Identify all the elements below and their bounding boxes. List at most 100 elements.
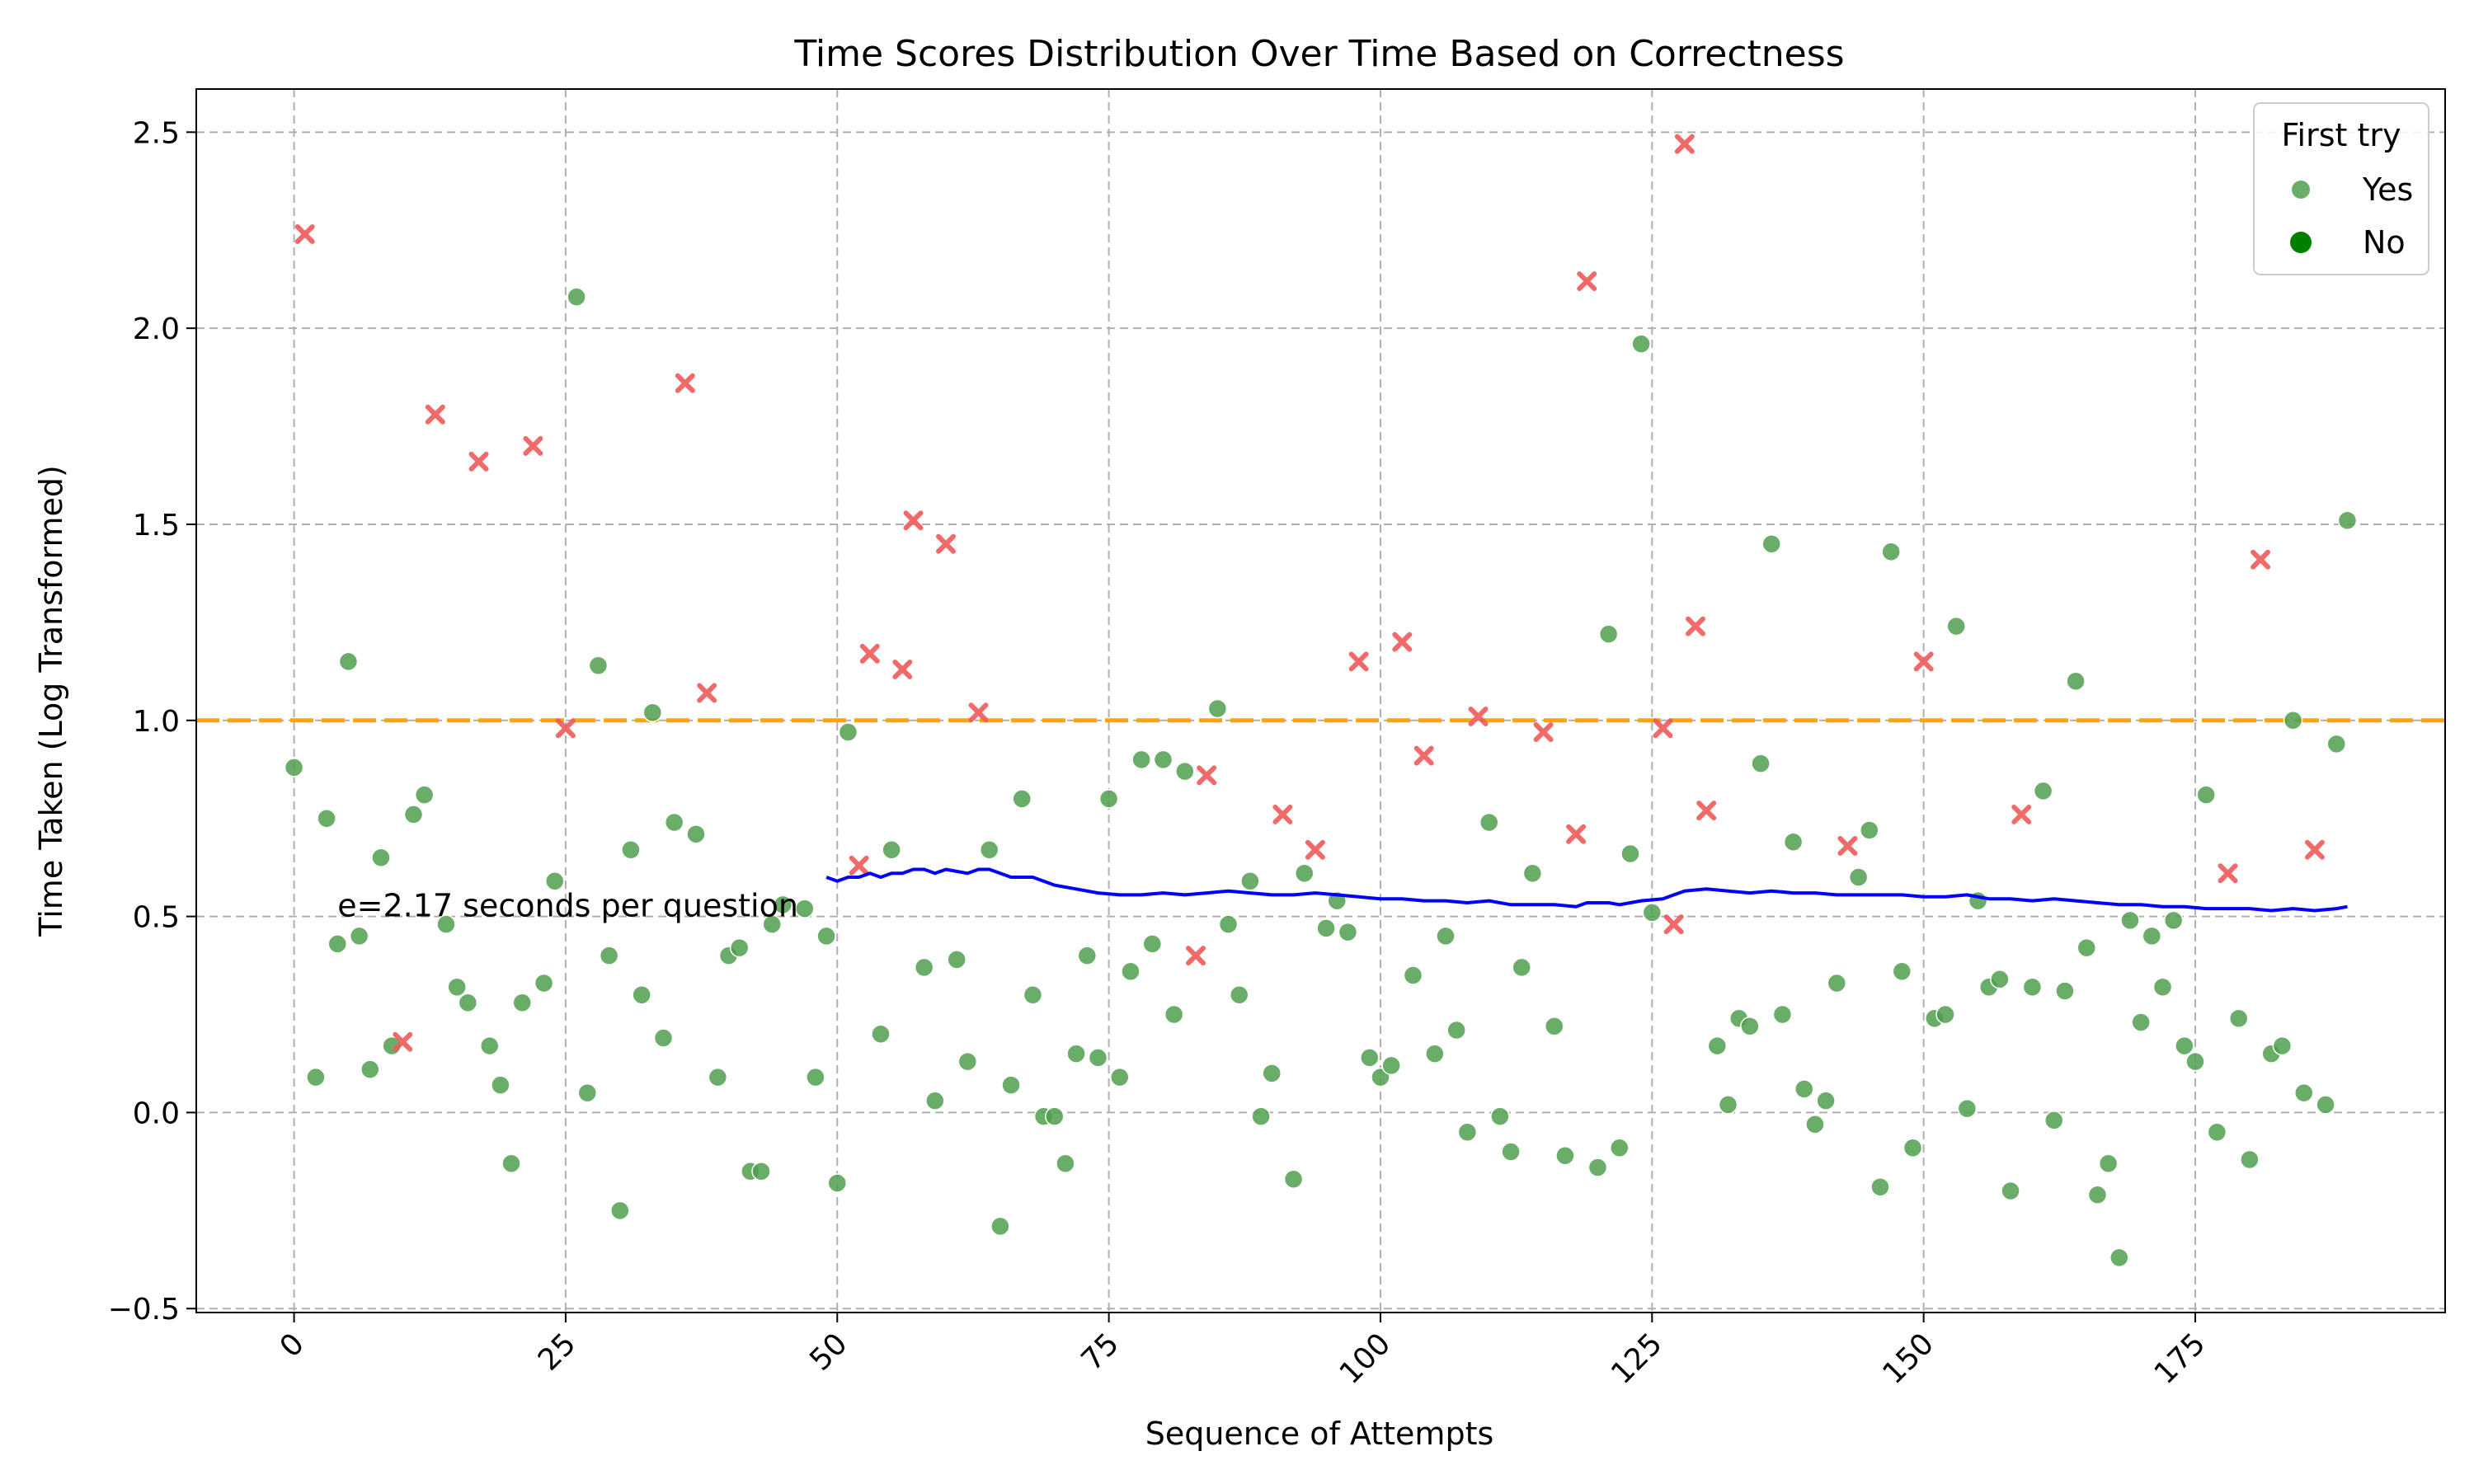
correct-point	[1023, 984, 1043, 1005]
correct-point	[762, 914, 782, 934]
incorrect-point	[2218, 863, 2238, 884]
correct-point	[1316, 918, 1336, 938]
correct-point	[925, 1091, 945, 1111]
correct-point	[1990, 969, 2010, 989]
correct-point	[1631, 334, 1651, 354]
correct-point	[2163, 910, 2184, 931]
incorrect-point	[294, 223, 315, 244]
incorrect-point	[936, 533, 956, 554]
incorrect-point	[1653, 718, 1673, 739]
correct-point	[567, 287, 586, 307]
correct-point	[1403, 965, 1423, 985]
incorrect-point	[697, 683, 717, 703]
correct-point	[1251, 1106, 1271, 1126]
correct-point	[990, 1216, 1010, 1237]
correct-point	[1077, 946, 1098, 965]
incorrect-point	[523, 435, 543, 456]
correct-point	[1794, 1079, 1814, 1099]
correct-point	[1598, 624, 1619, 644]
correct-point	[1642, 903, 1663, 923]
correct-point	[1360, 1048, 1380, 1068]
correct-point	[317, 808, 336, 829]
y-axis-label: Time Taken (Log Transformed)	[33, 465, 69, 937]
correct-point	[1066, 1044, 1086, 1064]
correct-point	[2185, 1051, 2205, 1072]
correct-point	[1153, 749, 1174, 770]
correct-point	[1283, 1169, 1304, 1190]
correct-point	[2240, 1149, 2260, 1170]
incorrect-point	[1186, 946, 1206, 966]
correct-point	[512, 993, 532, 1012]
correct-point	[1229, 984, 1249, 1005]
correct-point	[1805, 1114, 1825, 1134]
correct-point	[1881, 542, 1901, 562]
incorrect-point	[1305, 839, 1325, 860]
correct-point	[1110, 1067, 1130, 1087]
incorrect-point	[2251, 549, 2271, 570]
correct-point	[1935, 1004, 1955, 1025]
correct-point	[1381, 1055, 1401, 1076]
correct-point	[414, 785, 435, 805]
correct-points	[284, 287, 2358, 1268]
correct-point	[1164, 1004, 1184, 1025]
correct-point	[653, 1028, 674, 1048]
incorrect-point	[1413, 745, 1434, 766]
incorrect-point	[968, 702, 989, 723]
correct-point	[1240, 871, 1260, 891]
correct-point	[1827, 973, 1847, 993]
correct-point	[794, 899, 815, 918]
correct-point	[491, 1075, 510, 1095]
correct-point	[1587, 1158, 1608, 1177]
correct-point	[2196, 785, 2216, 805]
incorrect-points	[294, 134, 2325, 1052]
incorrect-point	[903, 510, 924, 531]
correct-point	[957, 1051, 978, 1072]
incorrect-point	[1392, 632, 1413, 652]
legend-marker-no	[2290, 232, 2312, 253]
annotation-text: e=2.17 seconds per question	[337, 888, 798, 924]
correct-point	[1479, 812, 1499, 833]
correct-point	[1903, 1138, 1923, 1158]
correct-point	[1718, 1095, 1738, 1115]
y-tick-label: −0.5	[108, 1293, 180, 1327]
correct-point	[1175, 761, 1195, 782]
plot-frame	[195, 88, 2446, 1313]
correct-point	[2109, 1247, 2129, 1268]
correct-point	[729, 937, 750, 958]
incorrect-point	[1686, 616, 1705, 636]
incorrect-point	[1566, 824, 1587, 844]
correct-point	[436, 914, 456, 934]
correct-point	[751, 1162, 771, 1181]
correct-point	[2077, 937, 2097, 958]
y-tick-label: 2.0	[133, 312, 180, 346]
incorrect-point	[468, 451, 489, 472]
correct-point	[882, 839, 901, 860]
correct-point	[2293, 1082, 2314, 1103]
incorrect-point	[892, 659, 913, 679]
correct-point	[2142, 926, 2162, 946]
correct-point	[1088, 1048, 1108, 1068]
correct-point	[306, 1067, 326, 1087]
correct-point	[2283, 711, 2303, 730]
legend-box	[2253, 102, 2429, 275]
correct-point	[1512, 957, 1531, 978]
correct-point	[1457, 1122, 1478, 1142]
correct-point	[1425, 1044, 1445, 1064]
correct-point	[1707, 1036, 1728, 1056]
legend: First try Yes No	[2253, 102, 2429, 275]
correct-point	[2228, 1008, 2249, 1029]
correct-point	[1555, 1145, 1575, 1166]
chart-title: Time Scores Distribution Over Time Based…	[793, 33, 1844, 75]
y-tick-label: 1.0	[133, 705, 180, 739]
correct-point	[1436, 926, 1456, 946]
correct-point	[2033, 781, 2053, 801]
correct-point	[2066, 671, 2086, 691]
correct-point	[1892, 961, 1912, 981]
trend-line	[825, 867, 2348, 913]
incorrect-point	[425, 404, 445, 425]
y-axis-ticks: −0.5 0.0 0.5 1.0 1.5 2.0 2.5	[108, 116, 196, 1327]
incorrect-point	[2304, 839, 2325, 860]
